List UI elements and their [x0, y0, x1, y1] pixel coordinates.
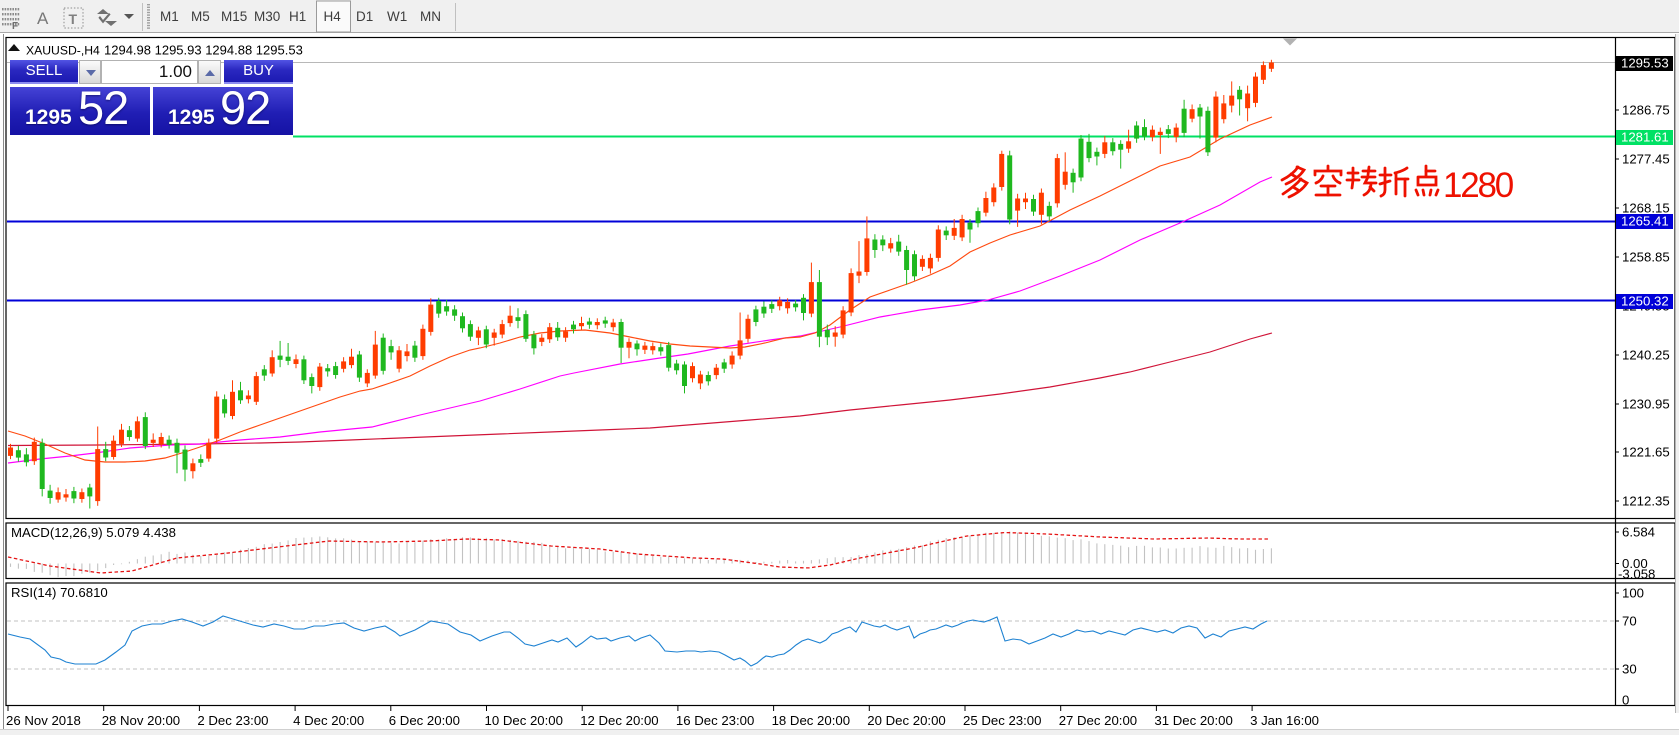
svg-text:10 Dec 20:00: 10 Dec 20:00 — [485, 713, 563, 728]
svg-text:W1: W1 — [387, 9, 407, 24]
svg-text:100: 100 — [1622, 586, 1644, 601]
svg-text:1250.32: 1250.32 — [1621, 294, 1669, 309]
svg-text:H4: H4 — [324, 9, 342, 24]
svg-text:D1: D1 — [356, 9, 373, 24]
svg-text:70: 70 — [1622, 614, 1637, 629]
svg-text:31 Dec 20:00: 31 Dec 20:00 — [1154, 713, 1232, 728]
svg-text:H1: H1 — [289, 9, 306, 24]
svg-text:6 Dec 20:00: 6 Dec 20:00 — [389, 713, 460, 728]
svg-text:-3.058: -3.058 — [1618, 567, 1655, 582]
svg-text:A: A — [37, 9, 49, 28]
svg-text:28 Nov 20:00: 28 Nov 20:00 — [102, 713, 180, 728]
svg-text:0.00: 0.00 — [1622, 556, 1648, 571]
svg-text:12 Dec 20:00: 12 Dec 20:00 — [580, 713, 658, 728]
svg-text:1265.41: 1265.41 — [1621, 214, 1669, 229]
svg-text:F: F — [12, 21, 18, 32]
svg-text:30: 30 — [1622, 662, 1637, 677]
svg-text:M5: M5 — [191, 9, 210, 24]
svg-text:1294.98 1295.93 1294.88 1295.5: 1294.98 1295.93 1294.88 1295.53 — [104, 43, 303, 58]
svg-text:1286.75: 1286.75 — [1622, 103, 1670, 118]
svg-text:27 Dec 20:00: 27 Dec 20:00 — [1059, 713, 1137, 728]
svg-text:1240.25: 1240.25 — [1622, 348, 1670, 363]
svg-text:6.584: 6.584 — [1622, 525, 1655, 540]
svg-text:1230.95: 1230.95 — [1622, 397, 1670, 412]
svg-text:1268.15: 1268.15 — [1622, 201, 1670, 216]
svg-text:4 Dec 20:00: 4 Dec 20:00 — [293, 713, 364, 728]
svg-text:1258.85: 1258.85 — [1622, 250, 1670, 265]
svg-text:3 Jan 16:00: 3 Jan 16:00 — [1250, 713, 1319, 728]
svg-text:M30: M30 — [254, 9, 280, 24]
svg-text:25 Dec 23:00: 25 Dec 23:00 — [963, 713, 1041, 728]
svg-text:1295.53: 1295.53 — [1621, 56, 1669, 71]
svg-text:2 Dec 23:00: 2 Dec 23:00 — [197, 713, 268, 728]
svg-text:T: T — [69, 11, 78, 27]
svg-text:RSI(14) 70.6810: RSI(14) 70.6810 — [11, 585, 108, 600]
svg-text:1221.65: 1221.65 — [1622, 445, 1670, 460]
svg-text:0: 0 — [1622, 693, 1629, 708]
svg-text:18 Dec 20:00: 18 Dec 20:00 — [772, 713, 850, 728]
svg-text:MACD(12,26,9) 5.079 4.438: MACD(12,26,9) 5.079 4.438 — [11, 525, 176, 540]
svg-text:MN: MN — [420, 9, 441, 24]
svg-text:XAUUSD-,H4: XAUUSD-,H4 — [26, 44, 100, 58]
svg-text:26 Nov 2018: 26 Nov 2018 — [6, 713, 81, 728]
svg-text:1212.35: 1212.35 — [1622, 494, 1670, 509]
svg-text:20 Dec 20:00: 20 Dec 20:00 — [867, 713, 945, 728]
svg-text:M1: M1 — [160, 9, 179, 24]
svg-text:1277.45: 1277.45 — [1622, 152, 1670, 167]
svg-text:1281.61: 1281.61 — [1621, 130, 1669, 145]
svg-text:M15: M15 — [221, 9, 247, 24]
svg-text:1280: 1280 — [1443, 166, 1514, 205]
svg-text:16 Dec 23:00: 16 Dec 23:00 — [676, 713, 754, 728]
